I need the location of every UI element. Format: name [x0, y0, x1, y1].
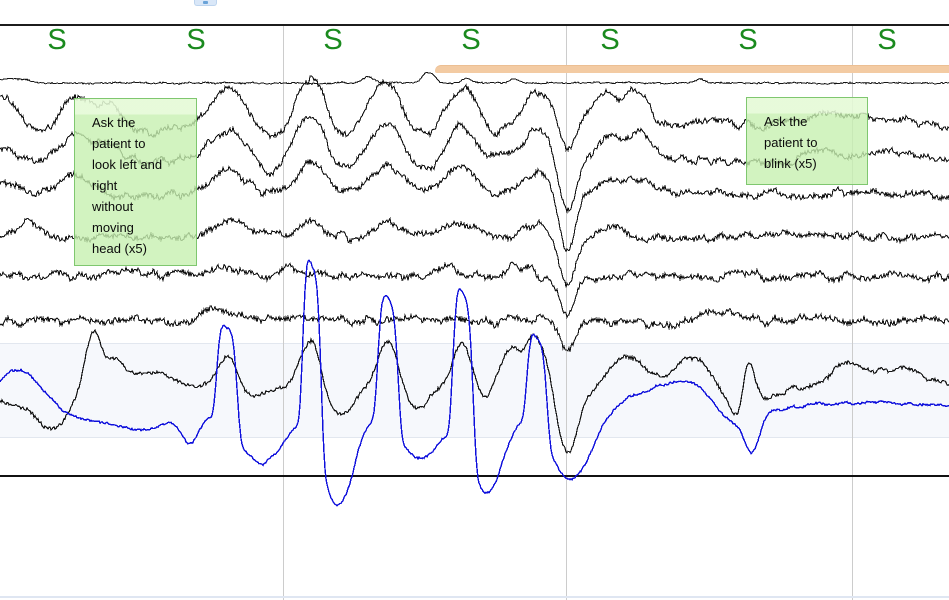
- time-gridline: [283, 25, 284, 600]
- time-gridline: [852, 25, 853, 600]
- top-edge-icon[interactable]: [194, 0, 217, 6]
- stim-marker-S[interactable]: S: [877, 24, 897, 56]
- stim-marker-S[interactable]: S: [47, 24, 67, 56]
- stim-marker-S[interactable]: S: [323, 24, 343, 56]
- annotation-look-left-right[interactable]: Ask the patient to look left and right witho…: [74, 98, 197, 266]
- bottom-faint-line: [0, 596, 949, 598]
- stim-marker-S[interactable]: S: [600, 24, 620, 56]
- event-highlight-bar[interactable]: [435, 64, 949, 73]
- eeg-trace-6: [0, 261, 949, 320]
- annotation-text-line: Ask the: [92, 115, 136, 130]
- annotation-text-line: blink (x5): [764, 156, 817, 171]
- eog-trace-blue: [0, 259, 949, 507]
- annotation-text-line: patient to: [764, 135, 818, 150]
- annotation-text-line: without: [92, 199, 134, 214]
- stim-marker-S[interactable]: S: [738, 24, 758, 56]
- annotation-text-line: moving: [92, 220, 134, 235]
- timeline-top-line: [0, 24, 949, 26]
- annotation-text-line: Ask the: [764, 114, 808, 129]
- stim-marker-S[interactable]: S: [186, 24, 206, 56]
- time-gridline: [566, 25, 567, 600]
- annotation-text-line: right: [92, 178, 118, 193]
- top-edge-icon-dot: [203, 1, 208, 4]
- annotation-blink[interactable]: Ask the patient to blink (x5): [746, 97, 868, 185]
- eeg-trace-7: [0, 305, 949, 352]
- eeg-trace-8: [0, 328, 949, 454]
- stim-marker-S[interactable]: S: [461, 24, 481, 56]
- timeline-bottom-line: [0, 474, 949, 477]
- annotation-text-line: patient to: [92, 136, 146, 151]
- eeg-trace-1: [0, 71, 949, 86]
- annotation-text-line: head (x5): [92, 241, 147, 256]
- annotation-text-line: look left and: [92, 157, 163, 172]
